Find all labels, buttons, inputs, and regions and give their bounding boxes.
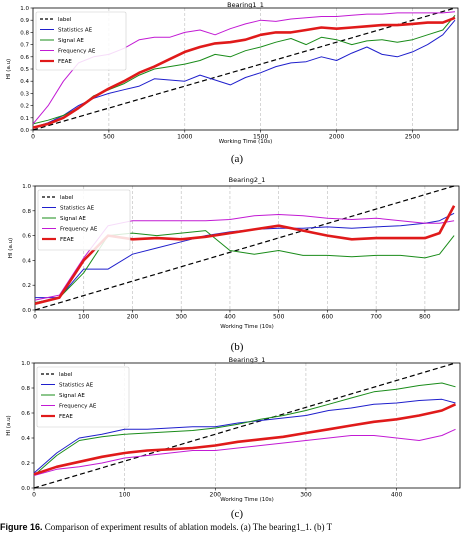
legend-label: FEAE: [58, 59, 72, 65]
legend-label: label: [60, 195, 74, 201]
x-tick-label: 0: [31, 134, 35, 141]
y-tick-label: 0.2: [21, 461, 30, 467]
y-tick-label: 0.4: [21, 436, 30, 442]
series-line-label: [32, 7, 456, 131]
legend-label: Statistics AE: [58, 28, 93, 34]
series-line-frequency-ae: [33, 428, 456, 476]
legend-label: label: [58, 17, 72, 23]
y-tick-label: 0.1: [20, 116, 29, 122]
x-tick-label: 2500: [405, 134, 420, 141]
x-tick-label: 200: [210, 492, 222, 499]
y-tick-label: 0.6: [20, 55, 29, 61]
y-tick-label: 0.9: [20, 18, 29, 24]
series-line-feae: [33, 403, 457, 476]
legend-box: [36, 366, 130, 428]
x-axis-label: Working Time (10s): [220, 497, 274, 503]
chart-title: Bearing2_1: [229, 176, 266, 184]
series-line-label: [33, 362, 456, 489]
y-tick-label: 0.8: [21, 386, 30, 392]
y-tick-label: 0.6: [21, 411, 30, 417]
subfigure-label-b: (b): [230, 341, 244, 353]
plot-frame: [34, 185, 460, 311]
legend-label: Statistics AE: [59, 383, 94, 389]
legend-box: [35, 11, 127, 71]
x-tick-label: 800: [419, 314, 431, 321]
legend-label: Signal AE: [59, 393, 85, 399]
x-tick-label: 400: [391, 492, 403, 499]
x-tick-label: 500: [103, 134, 115, 141]
y-tick-label: 0.4: [20, 79, 29, 85]
x-axis-label: Working Time (10s): [219, 139, 273, 145]
x-tick-label: 300: [175, 314, 187, 321]
y-tick-label: 0.7: [20, 43, 29, 49]
x-tick-label: 100: [78, 314, 90, 321]
series-line-statistics-ae: [32, 19, 456, 129]
y-tick-label: 1.0: [20, 6, 29, 12]
y-tick-label: 0.0: [20, 128, 29, 134]
chart-a: Bearing1_1 0 500 1000 1500 2000 2500 0.0 0.1 0.2 0…: [6, 1, 459, 145]
legend-label: FEAE: [60, 237, 74, 243]
series-line-feae: [32, 16, 456, 129]
y-tick-label: 0.0: [21, 486, 30, 492]
x-tick-label: 100: [119, 492, 131, 499]
chart-panel-b: Bearing2_1 0 100 200 300 400 500 600 700 800 0.0 0.…: [0, 170, 474, 340]
legend-label: Statistics AE: [60, 206, 95, 212]
y-axis-label: HI (a.u): [6, 415, 12, 435]
chart-panel-a: Bearing1_1 0 500 1000 1500 2000 2500 0.0 0.1 0.2 0…: [0, 0, 474, 152]
legend-label: Signal AE: [60, 216, 86, 222]
plot-frame: [33, 362, 461, 489]
legend-label: Frequency AE: [58, 49, 96, 55]
caption-text: Comparison of experiment results of abla…: [44, 522, 333, 532]
y-axis-label: HI (a.u): [8, 238, 14, 258]
x-tick-label: 1000: [177, 134, 192, 141]
legend-label: Frequency AE: [59, 404, 97, 410]
x-tick-label: 1500: [253, 134, 268, 141]
x-tick-label: 400: [224, 314, 236, 321]
x-tick-label: 200: [127, 314, 139, 321]
y-tick-label: 0.8: [20, 30, 29, 36]
subfigure-label-c: (c): [230, 508, 244, 520]
x-tick-label: 600: [322, 314, 334, 321]
y-tick-label: 0.5: [20, 67, 29, 73]
x-tick-label: 300: [300, 492, 312, 499]
y-tick-label: 0.4: [22, 258, 31, 264]
y-tick-label: 1.0: [22, 184, 31, 190]
y-tick-label: 0.2: [22, 283, 31, 289]
x-tick-label: 500: [273, 314, 285, 321]
y-tick-label: 0.0: [22, 308, 31, 314]
y-tick-label: 0.8: [22, 209, 31, 215]
y-tick-label: 0.2: [20, 104, 29, 110]
x-tick-label: 700: [370, 314, 382, 321]
legend-box: [37, 189, 131, 251]
legend-label: Signal AE: [58, 38, 84, 44]
chart-panel-c: Bearing3_1 0 100 200 300 400 0.0 0.2 0.4 0.6 0.8 1.…: [0, 355, 474, 508]
series-line-label: [34, 185, 455, 311]
chart-c: Bearing3_1 0 100 200 300 400 0.0 0.2 0.4 0.6 0.8 1.…: [6, 356, 461, 503]
y-tick-label: 0.3: [20, 91, 29, 97]
y-tick-label: 1.0: [21, 361, 30, 367]
y-axis-label: HI (a.u): [6, 59, 12, 79]
figure-caption: Figure 16. Comparison of experiment resu…: [0, 522, 474, 532]
y-tick-label: 0.6: [22, 234, 31, 240]
x-tick-label: 2000: [329, 134, 344, 141]
x-tick-label: 0: [33, 314, 37, 321]
subfigure-label-a: (a): [230, 153, 244, 165]
chart-title: Bearing3_1: [229, 356, 266, 364]
chart-title: Bearing1_1: [227, 1, 264, 9]
legend-label: Frequency AE: [60, 227, 98, 233]
legend-label: label: [59, 372, 73, 378]
chart-b: Bearing2_1 0 100 200 300 400 500 600 700 800 0.0 0.…: [8, 176, 460, 330]
caption-figure-number: Figure 16.: [0, 522, 43, 532]
x-tick-label: 0: [32, 492, 36, 499]
legend-label: FEAE: [59, 414, 73, 420]
series-line-signal-ae: [33, 382, 456, 476]
x-axis-label: Working Time (10s): [220, 324, 274, 330]
